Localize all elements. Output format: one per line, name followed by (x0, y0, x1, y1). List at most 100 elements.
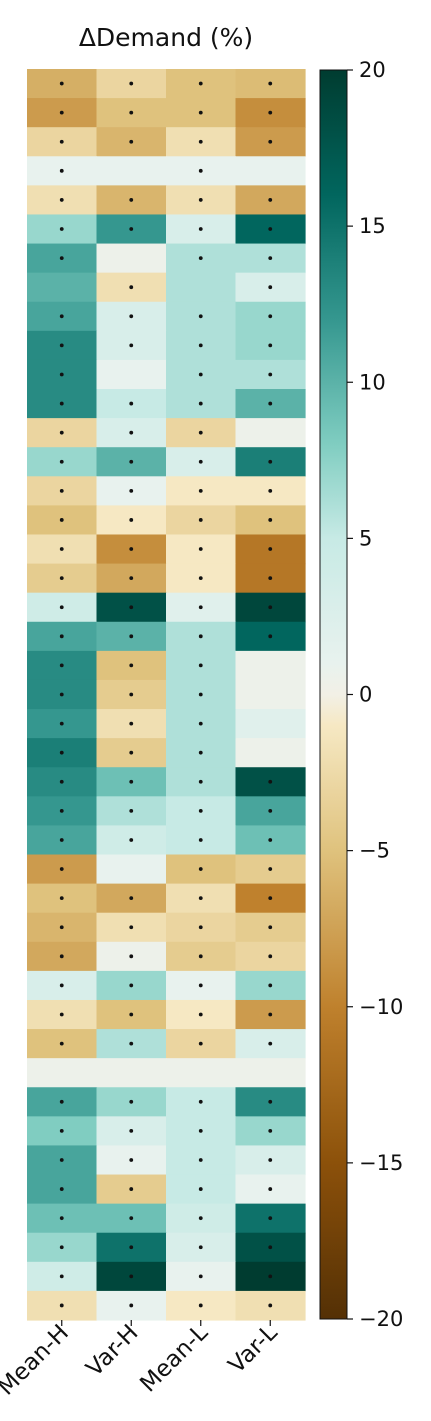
colorbar-tick-label: −5 (359, 839, 390, 863)
significance-dot (198, 198, 203, 202)
heatmap-cell (235, 738, 306, 768)
significance-dot (59, 256, 64, 261)
significance-dot (198, 372, 203, 377)
significance-dot (59, 1245, 64, 1250)
significance-dot (59, 547, 64, 551)
significance-dot (198, 139, 203, 144)
significance-dot (129, 227, 134, 231)
significance-dot (268, 779, 273, 784)
significance-dot (129, 139, 134, 144)
chart-title: ΔDemand (%) (79, 23, 253, 52)
significance-dot (268, 1187, 273, 1191)
significance-dot (198, 576, 203, 581)
colorbar-gradient (319, 69, 348, 1320)
significance-dot (198, 838, 203, 842)
heatmap-cell (166, 272, 237, 303)
significance-dot (268, 198, 273, 202)
significance-dot (129, 1274, 134, 1279)
significance-dot (129, 518, 134, 522)
significance-dot (129, 779, 134, 784)
significance-dot (59, 1274, 64, 1279)
significance-dot (59, 925, 64, 930)
significance-dot (59, 663, 64, 668)
heatmap-cell (235, 679, 306, 710)
significance-dot (59, 1099, 64, 1104)
significance-dot (59, 314, 64, 319)
significance-dot (59, 168, 64, 173)
significance-dot (59, 838, 64, 842)
significance-dot (59, 372, 64, 377)
heatmap-cells (27, 69, 306, 1321)
significance-dot (59, 401, 64, 406)
significance-dot (198, 1041, 203, 1046)
significance-dot (198, 430, 203, 435)
significance-dot (59, 1158, 64, 1162)
significance-dot (198, 1187, 203, 1191)
significance-dot (198, 343, 203, 348)
significance-dot (268, 488, 273, 493)
heatmap-cell (235, 709, 306, 739)
significance-dot (198, 808, 203, 813)
significance-dot (59, 692, 64, 697)
colorbar-tick-label: −20 (359, 1307, 403, 1331)
significance-dot (268, 1274, 273, 1279)
x-tick-label: Var-H (82, 1320, 144, 1382)
significance-dot (129, 721, 134, 726)
significance-dot (198, 1099, 203, 1104)
significance-dot (198, 954, 203, 959)
significance-dot (198, 81, 203, 86)
significance-dot (268, 1012, 273, 1017)
significance-dot (198, 605, 203, 610)
significance-dot (59, 1216, 64, 1221)
significance-dot (59, 81, 64, 86)
heatmap-cell (27, 272, 98, 303)
x-tick-label: Var-L (224, 1320, 283, 1379)
significance-dot (268, 401, 273, 406)
significance-dot (129, 81, 134, 86)
colorbar-tick-label: 5 (359, 526, 372, 550)
significance-dot (268, 459, 273, 464)
significance-dot (129, 1158, 134, 1162)
colorbar-tick-label: 0 (359, 683, 372, 707)
colorbar-tick-label: 15 (359, 214, 386, 238)
significance-dot (198, 459, 203, 464)
significance-dot (198, 1274, 203, 1279)
significance-dot (129, 1012, 134, 1017)
significance-dot (129, 692, 134, 697)
significance-dot (59, 779, 64, 784)
significance-dot (268, 547, 273, 551)
heatmap-cell (166, 1058, 237, 1088)
significance-dot (268, 896, 273, 901)
significance-dot (198, 692, 203, 697)
significance-dot (129, 488, 134, 493)
significance-dot (59, 430, 64, 435)
significance-dot (129, 547, 134, 551)
significance-dot (198, 634, 203, 639)
significance-dot (59, 139, 64, 144)
x-tick-label: Mean-H (0, 1320, 74, 1401)
significance-dot (198, 256, 203, 261)
significance-dot (268, 1128, 273, 1133)
significance-dot (59, 488, 64, 493)
significance-dot (198, 488, 203, 493)
significance-dot (59, 1041, 64, 1046)
significance-dot (268, 1216, 273, 1221)
significance-dot (268, 314, 273, 319)
significance-dot (198, 750, 203, 755)
colorbar-tick-label: −15 (359, 1151, 403, 1175)
significance-dot (198, 925, 203, 930)
significance-dot (268, 867, 273, 871)
significance-dot (268, 1303, 273, 1308)
significance-dot (129, 343, 134, 348)
significance-dot (268, 256, 273, 261)
significance-dot (198, 983, 203, 988)
significance-dot (268, 372, 273, 377)
significance-dot (268, 954, 273, 959)
significance-dot (59, 896, 64, 901)
significance-dot (268, 110, 273, 115)
significance-dot (268, 1245, 273, 1250)
significance-dot (59, 1128, 64, 1133)
heatmap-cell (96, 854, 167, 885)
